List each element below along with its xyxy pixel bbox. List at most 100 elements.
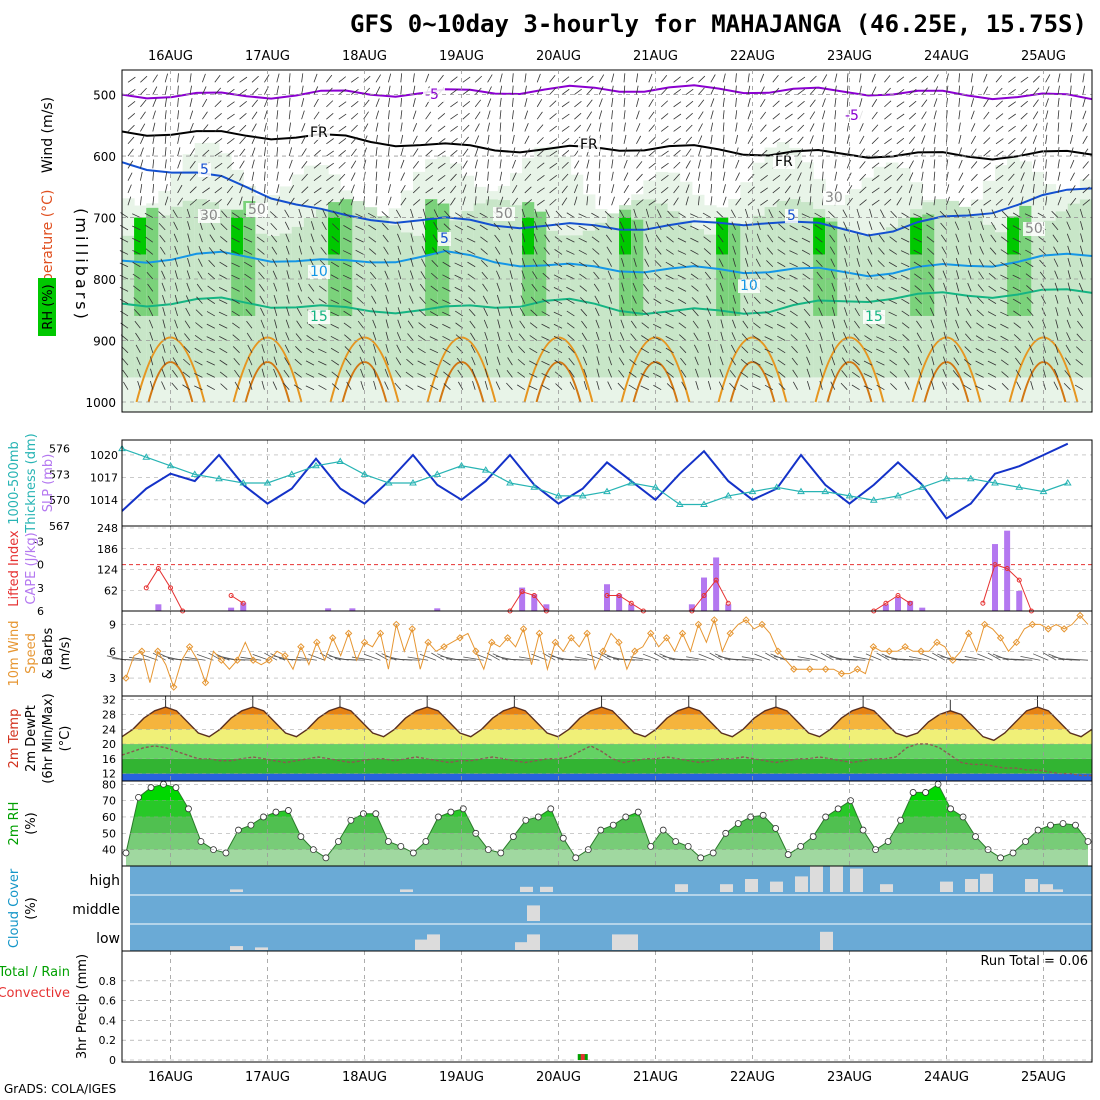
wind-barb [360, 368, 364, 378]
wind-barb [583, 368, 588, 378]
wind-speed-point [408, 625, 416, 633]
rh-point [1072, 821, 1079, 829]
wind-barb [533, 246, 538, 255]
wind-barb [1057, 171, 1061, 181]
cape-bar [882, 604, 889, 611]
wind-barb [648, 73, 653, 83]
panel-left-label: Cloud Cover [7, 868, 22, 948]
wind-speed-point [742, 616, 750, 624]
wind-barb [121, 346, 129, 354]
wind-barb [202, 149, 210, 157]
wind-barb [760, 111, 767, 120]
wind-barb [467, 261, 476, 268]
wind-barb [866, 271, 873, 280]
wind-barb [1057, 85, 1060, 95]
wind-barb [251, 147, 256, 157]
surface-wind-barb [475, 653, 492, 661]
wind-barb [173, 233, 178, 243]
cloud-block [830, 866, 843, 892]
wind-barb [940, 222, 947, 231]
surface-wind-barb [453, 658, 476, 661]
wind-barb [127, 101, 136, 108]
wind-barb [822, 159, 824, 169]
wind-barb [913, 225, 922, 231]
wind-barb [856, 221, 860, 230]
wind-barb [722, 196, 727, 206]
wind-barb [693, 344, 699, 353]
wind-barb [529, 360, 538, 366]
wind-barb [245, 309, 253, 317]
wind-barb [958, 159, 963, 169]
wind-barb [350, 160, 357, 169]
wind-barb [789, 298, 798, 304]
wind-barb [528, 373, 538, 378]
wind-barb [140, 99, 147, 108]
wind-barb [978, 271, 984, 280]
wind-barb [119, 250, 129, 255]
li-tick: 6 [37, 605, 44, 618]
wind-barb [859, 135, 865, 144]
wind-barb [884, 87, 891, 95]
wind-barb [802, 273, 811, 280]
rh-cell-light [352, 201, 365, 378]
wind-barb [544, 221, 550, 231]
wind-barb [136, 356, 141, 366]
wind-barb [695, 368, 699, 378]
wind-barb [1067, 307, 1071, 317]
wind-barb [264, 122, 267, 132]
wind-barb [512, 97, 514, 107]
wind-barb [509, 257, 513, 267]
wind-barb [753, 309, 761, 317]
wind-barb [152, 74, 158, 83]
wind-barb [541, 384, 550, 391]
wind-barb [497, 319, 501, 329]
wind-barb [232, 346, 240, 354]
wind-barb [707, 380, 712, 390]
thickness-point [845, 491, 854, 499]
wind-barb [187, 257, 191, 267]
wind-barb [632, 282, 637, 292]
wind-barb [194, 347, 203, 354]
wind-barb [921, 75, 929, 83]
wind-speed-point [488, 638, 496, 647]
wind-barb [884, 198, 892, 206]
wind-barb [442, 335, 451, 341]
wind-barb [1082, 110, 1087, 120]
precip-tick: 0.6 [99, 995, 117, 1008]
wind-barb [621, 294, 625, 304]
wind-barb [220, 236, 228, 243]
surface-wind-barb [129, 656, 150, 661]
wind-barb [964, 346, 972, 354]
wind-barb [777, 261, 786, 268]
date-label-bottom: 23AUG [827, 1070, 872, 1085]
precip-total-label: Total / Rain [0, 965, 70, 980]
wind-barb [908, 136, 916, 145]
wind-barb [521, 221, 526, 230]
wind-barb [964, 333, 972, 341]
wind-barb [735, 85, 737, 95]
cloud-block [820, 931, 833, 950]
rh-cell-light [958, 206, 972, 378]
wind-barb [429, 348, 439, 354]
wind-barb [509, 245, 513, 255]
wind-barb [596, 344, 600, 353]
wind-barb [214, 175, 223, 181]
wind-barb [943, 331, 947, 341]
wind-barb [363, 123, 369, 132]
wind-barb [618, 357, 625, 366]
wind-barb [472, 380, 476, 390]
wind-barb [483, 319, 488, 329]
wind-barb [817, 295, 823, 304]
temp-tick: 16 [102, 753, 116, 766]
cloud-block [940, 881, 953, 892]
wind-barb [1032, 75, 1040, 83]
rh-point [297, 833, 305, 840]
wind-barb [645, 221, 650, 230]
wind-barb [834, 73, 838, 83]
wind-barb [320, 247, 327, 255]
wind-barb [363, 147, 367, 157]
wind-barb [760, 149, 768, 157]
wind-barb [1042, 368, 1046, 378]
thickness-point [457, 461, 466, 469]
wind-speed-point [980, 620, 989, 629]
